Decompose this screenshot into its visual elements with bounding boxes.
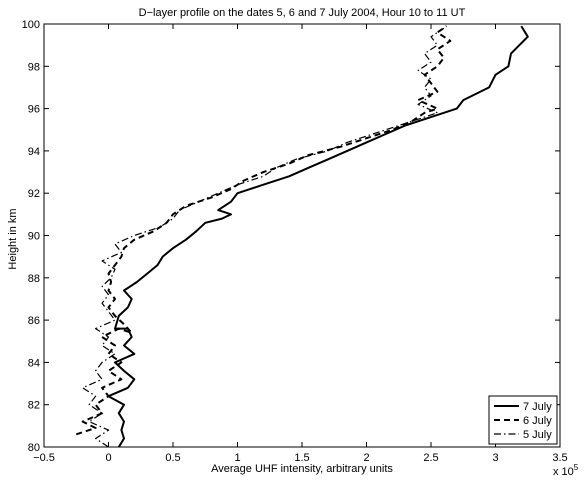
x-tick-label: 3 [492,452,498,464]
y-tick-label: 84 [28,357,40,369]
chart-title: D−layer profile on the dates 5, 6 and 7 … [139,7,466,19]
y-tick-label: 100 [22,19,40,31]
y-tick-label: 92 [28,188,40,200]
series-line-6-july [75,25,452,436]
x-tick-label: 2 [363,452,369,464]
x-exponent-power: 5 [574,463,579,472]
y-tick-label: 88 [28,273,40,285]
plot-area: −0.5 0 0.5 1 1.5 2 2.5 3 3.5 80 82 84 86 88 90 92 94 96 98… [22,19,568,464]
legend: 7 July 6 July 5 July [488,395,558,445]
y-tick-label: 80 [28,442,40,454]
y-tick-label: 98 [28,61,40,73]
series-line-5-july [82,27,445,448]
x-tick-label: 0 [105,452,111,464]
series-line-7-july [107,25,529,448]
y-tick-label: 90 [28,231,40,243]
legend-box [488,395,558,445]
x-tick-label: 1 [234,452,240,464]
y-tick-label: 82 [28,400,40,412]
axes-frame [43,23,561,448]
x-exponent-base: x 10 [553,466,574,478]
legend-label: 7 July [523,401,552,413]
x-tick-label: 0.5 [165,452,180,464]
x-tick-label: 1.5 [294,452,309,464]
y-tick-label: 96 [28,104,40,116]
legend-label: 6 July [523,415,552,427]
x-tick-label: 2.5 [423,452,438,464]
y-axis-title: Height in km [7,208,19,269]
y-tick-label: 94 [28,146,40,158]
x-tick-label: −0.5 [33,452,55,464]
legend-label: 5 July [523,429,552,441]
x-axis-title: Average UHF intensity, arbitrary units [211,463,393,475]
x-tick-label: 3.5 [552,452,567,464]
y-tick-label: 86 [28,315,40,327]
x-exponent-label: x 105 [553,463,579,478]
